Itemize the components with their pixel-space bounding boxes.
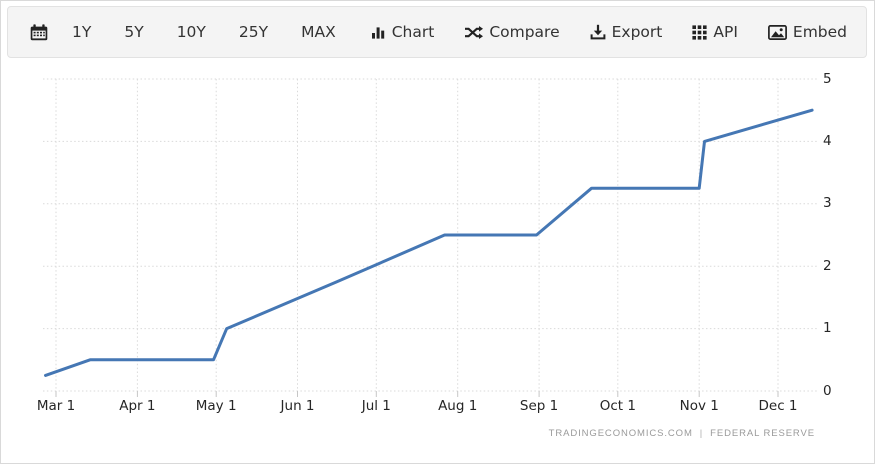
bar-chart-icon bbox=[371, 24, 386, 40]
y-axis-label: 5 bbox=[823, 70, 832, 87]
y-axis-label: 4 bbox=[823, 132, 832, 149]
toolbar-actions: Chart Compare Export API Embed bbox=[369, 19, 849, 45]
range-button-max[interactable]: MAX bbox=[299, 19, 338, 45]
x-axis-label: Sep 1 bbox=[519, 398, 559, 414]
action-label: Compare bbox=[489, 23, 560, 41]
compare-button[interactable]: Compare bbox=[462, 19, 561, 45]
y-axis-label: 3 bbox=[823, 195, 832, 212]
action-label: Export bbox=[611, 23, 663, 41]
action-label: Chart bbox=[391, 23, 435, 41]
attribution-series: FEDERAL RESERVE bbox=[710, 428, 815, 439]
attribution-separator: | bbox=[699, 428, 704, 439]
compare-shuffle-icon bbox=[464, 25, 484, 40]
attribution: TRADINGECONOMICS.COM | FEDERAL RESERVE bbox=[549, 428, 815, 439]
x-axis-label: Nov 1 bbox=[679, 398, 719, 414]
range-button-1y[interactable]: 1Y bbox=[70, 19, 93, 45]
range-selector: 1Y 5Y 10Y 25Y MAX bbox=[70, 19, 338, 45]
x-axis-label: Oct 1 bbox=[599, 398, 636, 414]
action-label: API bbox=[713, 23, 738, 41]
x-axis-label: Mar 1 bbox=[36, 398, 76, 414]
attribution-source: TRADINGECONOMICS.COM bbox=[548, 428, 693, 439]
export-button[interactable]: Export bbox=[588, 19, 665, 45]
range-button-25y[interactable]: 25Y bbox=[237, 19, 270, 45]
x-axis-label: Apr 1 bbox=[119, 398, 156, 414]
calendar-icon bbox=[30, 23, 48, 41]
embed-image-icon bbox=[767, 24, 787, 40]
y-axis-label: 2 bbox=[823, 257, 832, 274]
api-button[interactable]: API bbox=[690, 19, 740, 45]
x-axis-label: Jun 1 bbox=[280, 398, 315, 414]
chart-toolbar: 1Y 5Y 10Y 25Y MAX Chart Compare Export API Embed bbox=[7, 6, 867, 58]
x-axis-label: May 1 bbox=[195, 398, 237, 414]
embed-button[interactable]: Embed bbox=[766, 19, 849, 45]
action-label: Embed bbox=[792, 23, 848, 41]
y-axis-label: 0 bbox=[823, 382, 832, 399]
calendar-button[interactable] bbox=[28, 20, 50, 45]
chart-button[interactable]: Chart bbox=[369, 19, 437, 45]
grid-dots-api-icon bbox=[692, 24, 707, 40]
range-button-10y[interactable]: 10Y bbox=[175, 19, 208, 45]
download-export-icon bbox=[590, 24, 606, 40]
range-button-5y[interactable]: 5Y bbox=[122, 19, 145, 45]
y-axis-label: 1 bbox=[823, 320, 832, 337]
x-axis-label: Aug 1 bbox=[438, 398, 478, 414]
series-line bbox=[44, 108, 814, 377]
x-axis-label: Jul 1 bbox=[361, 398, 391, 414]
x-axis-label: Dec 1 bbox=[758, 398, 798, 414]
